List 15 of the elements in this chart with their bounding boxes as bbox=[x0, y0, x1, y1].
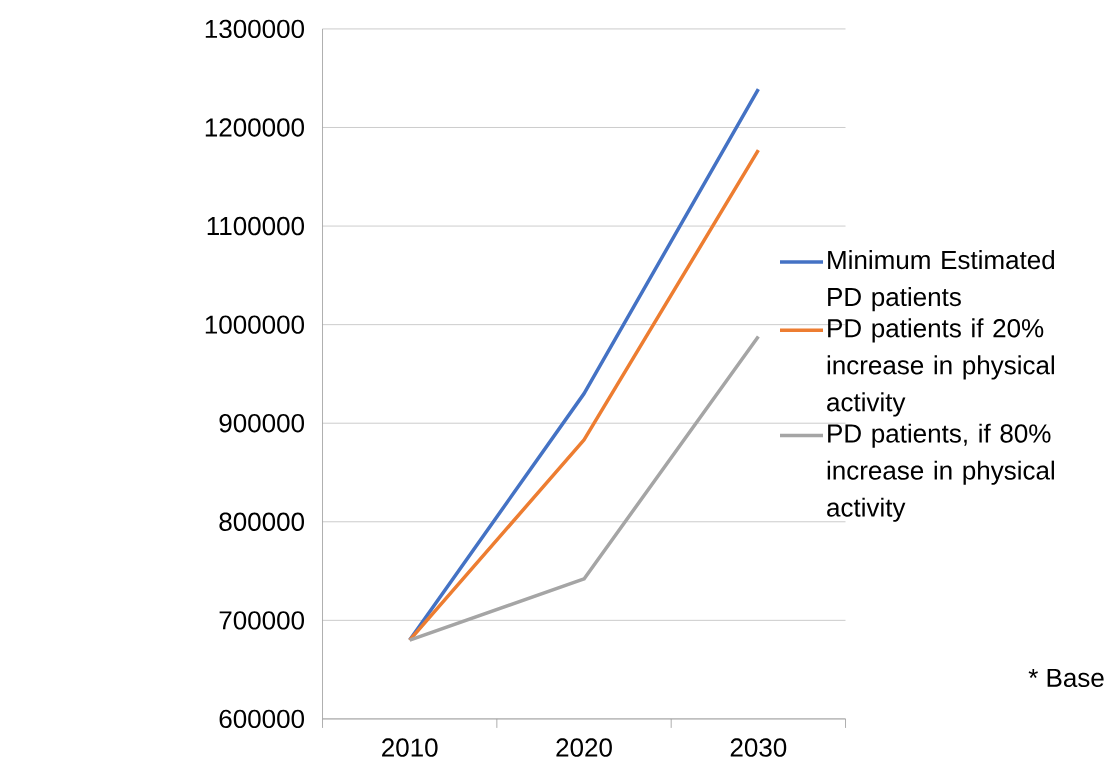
x-tick-label: 2030 bbox=[730, 738, 787, 757]
y-tick-label: 900000 bbox=[219, 413, 305, 433]
text: * Base bbox=[1028, 668, 1104, 688]
y-tick-label: 1100000 bbox=[207, 216, 305, 236]
legend-label: Minimum Estimated PD patients bbox=[828, 250, 1055, 312]
y-tick-label: 800000 bbox=[219, 512, 305, 531]
x-tick-label: 2010 bbox=[382, 738, 438, 757]
y-tick-label: 600000 bbox=[219, 709, 305, 729]
y-tick-label: 700000 bbox=[219, 611, 305, 630]
x-tick-label: 2020 bbox=[556, 738, 612, 757]
y-tick-label: 1200000 bbox=[205, 118, 305, 137]
y-tick-label: 1000000 bbox=[205, 315, 305, 334]
y-tick-label: 1300000 bbox=[205, 19, 305, 39]
legend-label: PD patients if 20% increase in physical activity bbox=[827, 318, 1054, 417]
legend-label: PD patients, if 80% increase in physical activity bbox=[827, 423, 1054, 522]
